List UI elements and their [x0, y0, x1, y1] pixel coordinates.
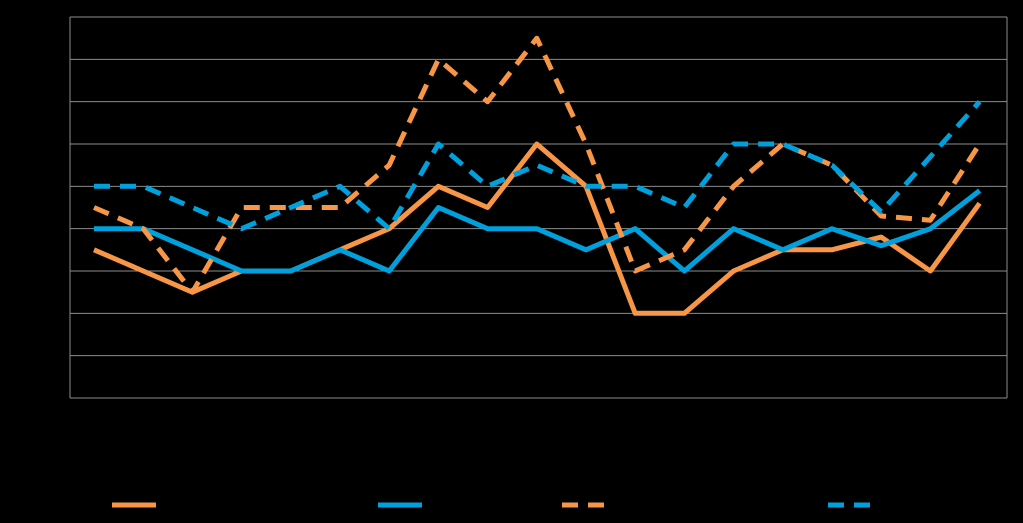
series-line-2	[94, 188, 982, 274]
series-line-4	[94, 100, 982, 232]
gridlines	[69, 16, 1008, 399]
series-lines	[93, 35, 982, 316]
series-line-3	[93, 35, 982, 295]
